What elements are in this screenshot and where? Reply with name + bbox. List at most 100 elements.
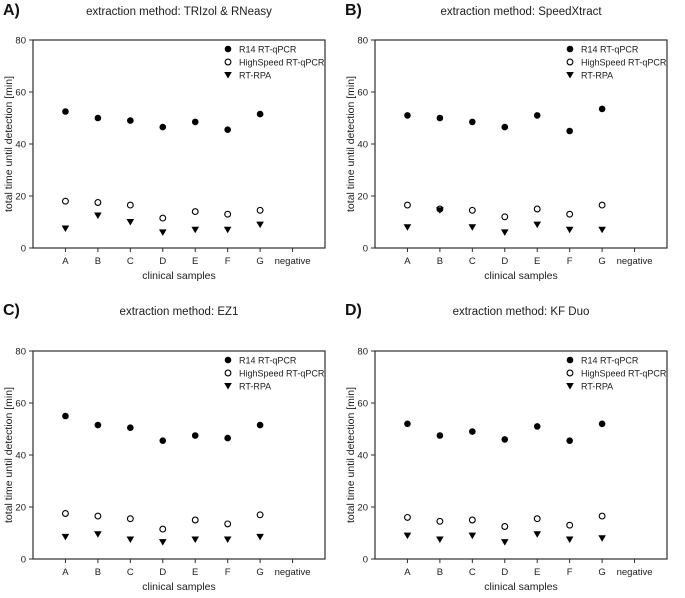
y-tick-label: 0 <box>21 555 26 566</box>
marker-open-circle <box>566 58 574 66</box>
marker-filled-circle <box>224 126 231 133</box>
marker-filled-circle <box>191 118 199 126</box>
x-tick-label: B <box>437 256 443 267</box>
marker-filled-circle <box>256 421 264 429</box>
marker-filled-circle <box>404 420 411 428</box>
y-tick-label: 60 <box>15 399 26 410</box>
marker-triangle-down-icon <box>223 536 232 543</box>
marker-open-circle <box>224 520 232 528</box>
plot-border <box>32 39 326 249</box>
y-tick-label: 20 <box>357 192 368 203</box>
plot-border <box>32 350 326 560</box>
panel-label-c: C) <box>3 302 20 319</box>
y-tick-label: 60 <box>357 88 368 99</box>
legend-label: HighSpeed RT-qPCR <box>239 58 325 68</box>
marker-filled-circle <box>566 127 573 135</box>
y-tick-label: 80 <box>357 36 368 47</box>
marker-open-circle <box>566 521 574 529</box>
y-tick-label: 60 <box>357 399 368 410</box>
marker-open-circle <box>566 369 574 377</box>
marker-filled-circle <box>62 108 69 115</box>
y-axis-title: total time until detection [min] <box>345 76 357 212</box>
y-tick-label: 20 <box>15 503 26 514</box>
marker-open-circle <box>501 213 509 221</box>
y-tick-label: 80 <box>15 347 26 358</box>
x-tick-label: negative <box>617 567 653 578</box>
y-axis-title: total time until detection [min] <box>3 76 15 212</box>
marker-triangle-down-icon <box>224 72 232 79</box>
y-tick-label: 60 <box>15 88 26 99</box>
panel-d: D) extraction method: KF Duo 0 20 40 60 80 A B… <box>342 300 685 598</box>
marker-filled-circle <box>224 356 232 364</box>
marker-filled-circle <box>127 117 134 124</box>
marker-triangle-down-icon <box>94 212 102 219</box>
marker-filled-circle <box>404 112 411 119</box>
marker-triangle-down-icon <box>436 536 444 543</box>
panel-c: C) extraction method: EZ1 0 20 40 60 80 A B C D E… <box>0 300 342 598</box>
x-tick-label: E <box>534 256 540 267</box>
x-tick-label: F <box>225 567 231 578</box>
x-tick-label: C <box>127 567 134 578</box>
x-tick-label: G <box>256 567 263 578</box>
marker-filled-circle <box>533 423 541 430</box>
x-tick-label: B <box>437 567 443 578</box>
y-tick-label: 0 <box>363 244 368 255</box>
marker-open-circle <box>403 201 411 209</box>
x-axis-title: clinical samples <box>142 581 216 593</box>
y-tick-label: 40 <box>15 140 26 151</box>
marker-filled-circle <box>94 421 102 429</box>
legend-label: HighSpeed RT-qPCR <box>581 369 667 379</box>
legend-label: HighSpeed RT-qPCR <box>581 58 667 68</box>
x-tick-label: F <box>567 567 573 578</box>
x-tick-label: G <box>256 256 263 267</box>
marker-triangle-down-icon <box>94 531 102 538</box>
marker-open-circle <box>224 369 232 377</box>
marker-filled-circle <box>469 118 476 126</box>
marker-triangle-down-icon <box>533 221 542 229</box>
marker-filled-circle <box>94 114 102 122</box>
marker-open-circle <box>224 58 232 66</box>
marker-open-circle <box>501 523 509 530</box>
marker-open-circle <box>224 210 232 218</box>
y-axis-title: total time until detection [min] <box>345 387 357 523</box>
marker-open-circle <box>191 208 199 216</box>
marker-filled-circle <box>127 424 134 431</box>
marker-filled-circle <box>566 45 574 53</box>
marker-triangle-down-icon <box>126 536 135 543</box>
chart-title-c: extraction method: EZ1 <box>119 306 239 318</box>
marker-triangle-down-icon <box>126 219 135 226</box>
marker-open-circle <box>126 515 134 523</box>
x-tick-label: negative <box>275 256 311 267</box>
marker-filled-circle <box>501 436 509 443</box>
y-tick-label: 20 <box>357 503 368 514</box>
marker-triangle-down-icon <box>158 229 167 236</box>
chart-title-d: extraction method: KF Duo <box>452 306 590 318</box>
marker-triangle-down-icon <box>403 532 412 540</box>
x-tick-label: A <box>404 567 411 578</box>
marker-triangle-down-icon <box>598 226 606 234</box>
x-tick-label: D <box>501 567 508 578</box>
marker-triangle-down-icon <box>223 226 232 234</box>
marker-filled-circle <box>62 412 69 420</box>
legend-label: R14 RT-qPCR <box>239 45 297 55</box>
x-tick-label: E <box>534 567 540 578</box>
marker-triangle-down-icon <box>566 383 574 390</box>
marker-triangle-down-icon <box>566 72 574 79</box>
marker-triangle-down-icon <box>191 536 200 543</box>
x-axis-title: clinical samples <box>142 270 216 282</box>
x-tick-label: A <box>62 256 69 267</box>
marker-filled-circle <box>533 112 541 119</box>
y-axis-title: total time until detection [min] <box>3 387 15 523</box>
marker-open-circle <box>159 525 167 533</box>
marker-triangle-down-icon <box>158 539 167 546</box>
marker-filled-circle <box>436 114 444 122</box>
marker-open-circle <box>468 206 476 214</box>
legend-label: RT-RPA <box>239 71 271 81</box>
panel-label-a: A) <box>3 2 20 19</box>
x-tick-label: C <box>469 567 476 578</box>
marker-filled-circle <box>598 105 606 113</box>
marker-open-circle <box>191 516 199 524</box>
y-tick-label: 40 <box>357 451 368 462</box>
